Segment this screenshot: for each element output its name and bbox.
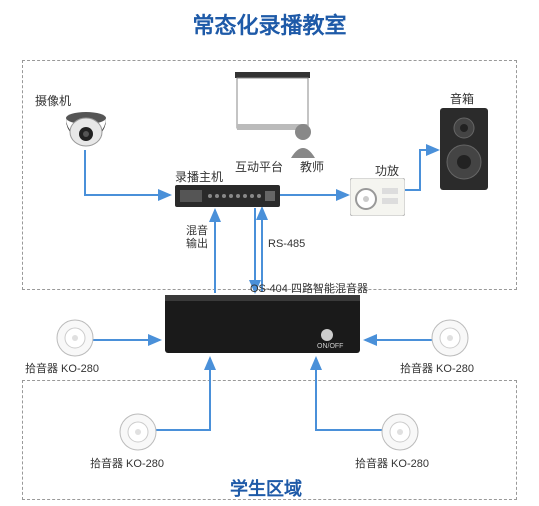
diagram-title: 常态化录播教室 bbox=[0, 8, 539, 40]
svg-text:ON/OFF: ON/OFF bbox=[317, 343, 343, 350]
pickup-top-left bbox=[55, 318, 95, 363]
pickup-bottom-left bbox=[118, 412, 158, 457]
rs485-label: RS-485 bbox=[268, 238, 305, 250]
pickup-tl-label: 拾音器 KO-280 bbox=[25, 360, 99, 376]
speaker-device bbox=[440, 108, 488, 195]
amplifier-label: 功放 bbox=[375, 162, 399, 179]
screen-label: 互动平台 bbox=[235, 158, 283, 175]
mix-out-label: 混音输出 bbox=[186, 225, 208, 251]
recorder-device bbox=[175, 185, 280, 212]
pickup-bl-label: 拾音器 KO-280 bbox=[90, 455, 164, 471]
teacher-label: 教师 bbox=[300, 158, 324, 175]
speaker-label: 音箱 bbox=[450, 90, 474, 107]
recorder-label: 录播主机 bbox=[175, 168, 223, 185]
screen-device bbox=[225, 72, 320, 165]
pickup-br-label: 拾音器 KO-280 bbox=[355, 455, 429, 471]
camera-device bbox=[65, 110, 107, 157]
pickup-tr-label: 拾音器 KO-280 bbox=[400, 360, 474, 376]
pickup-bottom-right bbox=[380, 412, 420, 457]
mixer-label: OS-404 四路智能混音器 bbox=[250, 280, 368, 296]
amplifier-device bbox=[350, 178, 405, 221]
mixer-device: ON/OFF bbox=[165, 295, 360, 358]
pickup-top-right bbox=[430, 318, 470, 363]
camera-label: 摄像机 bbox=[35, 92, 71, 109]
student-area-label: 学生区域 bbox=[230, 475, 302, 501]
